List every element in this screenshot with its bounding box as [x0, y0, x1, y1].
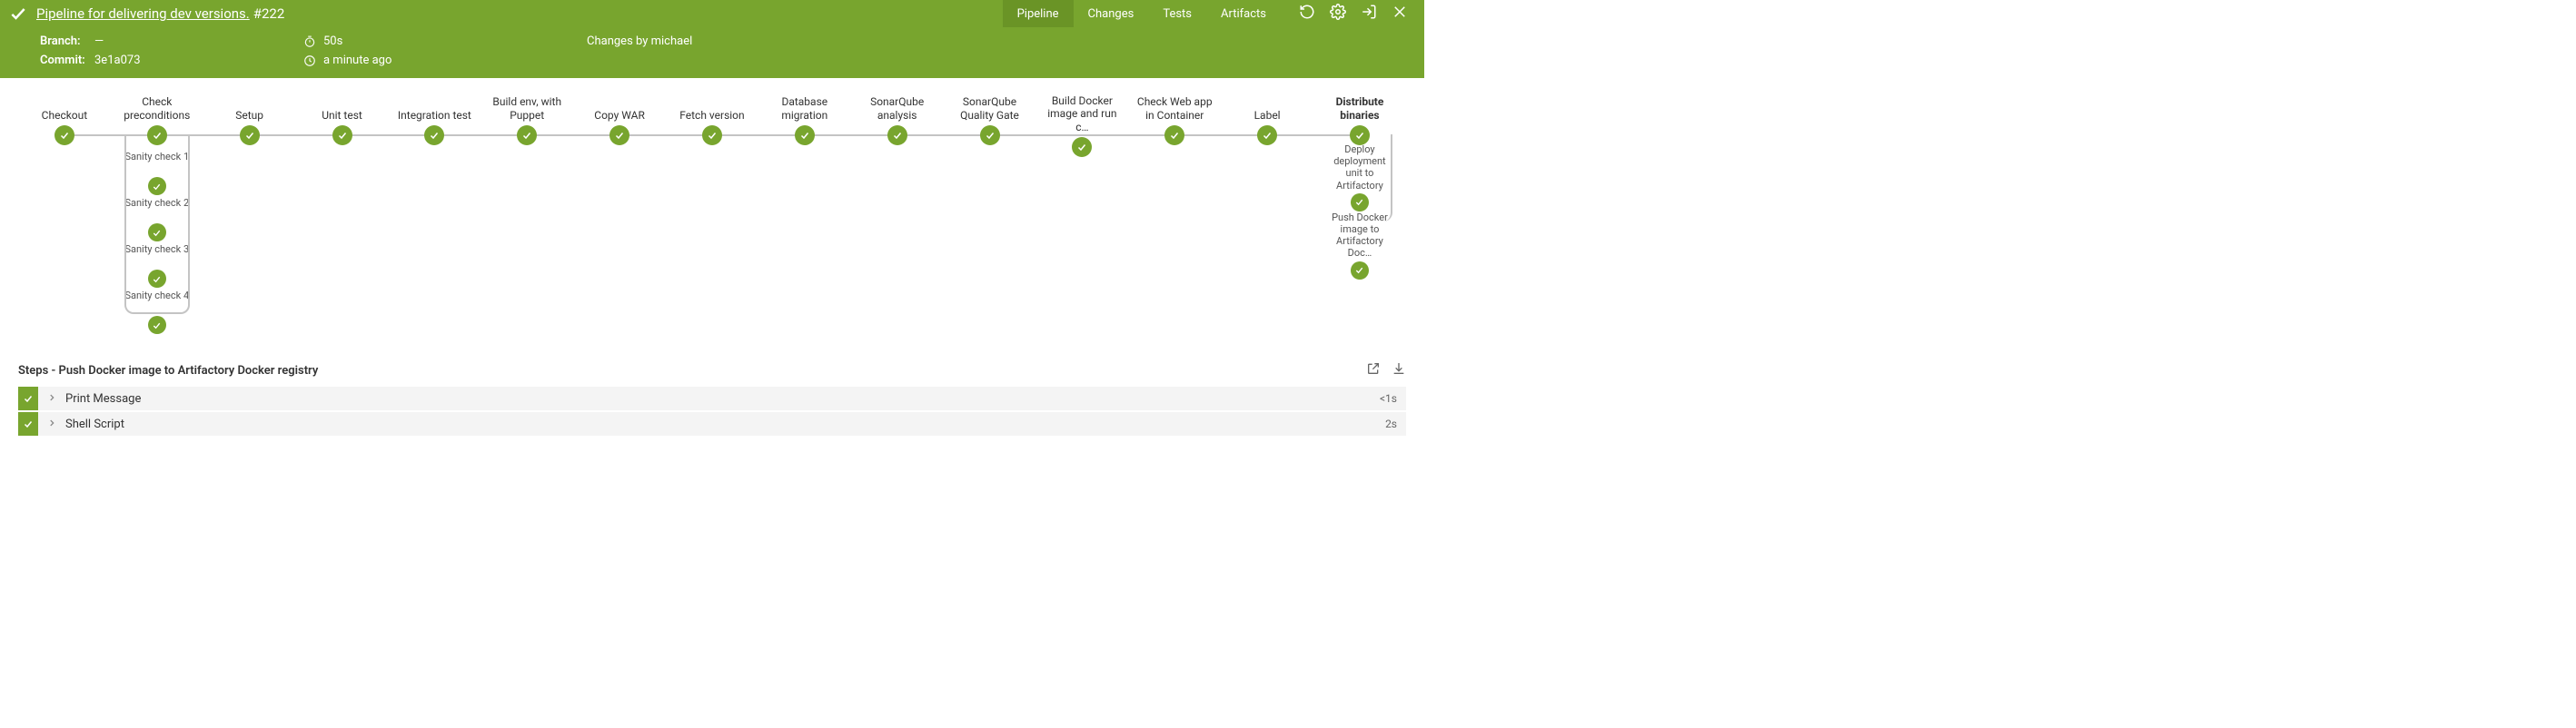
- step-status-icon: [18, 387, 38, 410]
- stage[interactable]: Distribute binaries Deploy deployment uni…: [1313, 94, 1406, 334]
- tab-pipeline[interactable]: Pipeline: [1003, 0, 1074, 27]
- rerun-icon[interactable]: [1299, 4, 1315, 24]
- stage-node[interactable]: [424, 125, 444, 145]
- stage-node[interactable]: [517, 125, 537, 145]
- stage-node[interactable]: [240, 125, 260, 145]
- clock-icon: [303, 54, 316, 67]
- stage-node[interactable]: [54, 125, 74, 145]
- stage-label: Fetch version: [678, 94, 746, 122]
- sub-stage-node[interactable]: [1351, 193, 1369, 212]
- steps-title: Steps - Push Docker image to Artifactory…: [18, 364, 318, 378]
- step-row[interactable]: Print Message <1s: [18, 387, 1406, 410]
- sub-stage-node[interactable]: [148, 223, 166, 241]
- stage-label: SonarQube analysis: [857, 94, 938, 122]
- header-top: Pipeline for delivering dev versions. #2…: [0, 0, 1424, 27]
- header: Pipeline for delivering dev versions. #2…: [0, 0, 1424, 78]
- commit-label: Commit:: [40, 54, 87, 67]
- stage[interactable]: Check preconditionsSanity check 1Sanity …: [111, 94, 203, 334]
- pipeline-title-link[interactable]: Pipeline for delivering dev versions.: [36, 5, 250, 22]
- changes-by: Changes by michael: [587, 34, 692, 48]
- tab-tests[interactable]: Tests: [1148, 0, 1206, 27]
- stage-label: Distribute binaries: [1319, 94, 1401, 122]
- stage[interactable]: Fetch version: [666, 94, 758, 334]
- step-time: <1s: [1380, 392, 1397, 405]
- step-name: Shell Script: [65, 418, 124, 431]
- stage-node[interactable]: [887, 125, 907, 145]
- stage[interactable]: Setup: [203, 94, 296, 334]
- tab-changes[interactable]: Changes: [1074, 0, 1149, 27]
- stage-node[interactable]: [1257, 125, 1277, 145]
- commit-value[interactable]: 3e1a073: [94, 54, 141, 67]
- build-number: #222: [253, 5, 285, 22]
- stage[interactable]: SonarQube analysis: [851, 94, 944, 334]
- sub-stage-node[interactable]: [148, 316, 166, 334]
- duration-value: 50s: [323, 34, 342, 48]
- open-external-icon[interactable]: [1366, 361, 1381, 379]
- stage[interactable]: Build env, with Puppet: [481, 94, 573, 334]
- step-time: 2s: [1385, 418, 1397, 430]
- stage-node[interactable]: [147, 125, 167, 145]
- sub-stage-node[interactable]: [148, 270, 166, 288]
- stage-label: Checkout: [40, 94, 90, 122]
- stage-label: Unit test: [320, 94, 364, 122]
- stage-label: Check Web app in Container: [1134, 94, 1215, 122]
- stage-node[interactable]: [1072, 137, 1092, 157]
- stage-label: Build Docker image and run c…: [1041, 94, 1123, 133]
- sub-stage-node[interactable]: [1351, 261, 1369, 280]
- stage-node[interactable]: [980, 125, 1000, 145]
- step-row[interactable]: Shell Script 2s: [18, 412, 1406, 436]
- stage-label: Integration test: [396, 94, 473, 122]
- stage[interactable]: Unit test: [296, 94, 389, 334]
- stage-label: Copy WAR: [592, 94, 647, 122]
- stage[interactable]: Copy WAR: [573, 94, 666, 334]
- stage[interactable]: Check Web app in Container: [1128, 94, 1221, 334]
- logout-icon[interactable]: [1361, 4, 1377, 24]
- pipeline-graph: Checkout Check preconditionsSanity check …: [0, 78, 1424, 361]
- stage[interactable]: Checkout: [18, 94, 111, 334]
- stopwatch-icon: [303, 35, 316, 48]
- stage-label: Build env, with Puppet: [486, 94, 568, 122]
- chevron-right-icon: [47, 418, 56, 431]
- stage-label: Label: [1253, 94, 1283, 122]
- stage-label: Database migration: [764, 94, 846, 122]
- stage[interactable]: Integration test: [388, 94, 481, 334]
- download-icon[interactable]: [1392, 361, 1406, 379]
- step-body[interactable]: Print Message <1s: [38, 387, 1406, 410]
- step-body[interactable]: Shell Script 2s: [38, 412, 1406, 436]
- step-status-icon: [18, 412, 38, 436]
- stage-node[interactable]: [702, 125, 722, 145]
- header-meta: Branch: — Commit: 3e1a073 50s a minute a…: [0, 27, 1424, 78]
- sub-stage-label: Push Docker image to Artifactory Doc…: [1327, 212, 1392, 260]
- steps-section: Steps - Push Docker image to Artifactory…: [0, 361, 1424, 456]
- stage-node[interactable]: [1350, 125, 1370, 145]
- header-tabs: Pipeline Changes Tests Artifacts: [1003, 0, 1281, 27]
- branch-value: —: [94, 34, 104, 48]
- stage[interactable]: SonarQube Quality Gate: [944, 94, 1036, 334]
- branch-label: Branch:: [40, 34, 87, 48]
- stage[interactable]: Label: [1221, 94, 1313, 334]
- header-actions: [1299, 4, 1415, 24]
- stage-label: Check preconditions: [116, 94, 198, 122]
- stage-node[interactable]: [1164, 125, 1184, 145]
- sub-stage-label: Deploy deployment unit to Artifactory: [1327, 143, 1392, 192]
- tab-artifacts[interactable]: Artifacts: [1206, 0, 1281, 27]
- step-name: Print Message: [65, 392, 141, 406]
- stage-label: Setup: [233, 94, 265, 122]
- stage-label: SonarQube Quality Gate: [949, 94, 1031, 122]
- gear-icon[interactable]: [1330, 4, 1346, 24]
- stage-node[interactable]: [609, 125, 629, 145]
- stage[interactable]: Database migration: [758, 94, 851, 334]
- timestamp-value: a minute ago: [323, 54, 391, 67]
- stage[interactable]: Build Docker image and run c…: [1035, 94, 1128, 334]
- chevron-right-icon: [47, 392, 56, 406]
- close-icon[interactable]: [1392, 4, 1408, 24]
- check-icon: [9, 5, 27, 23]
- stage-node[interactable]: [332, 125, 352, 145]
- sub-stage-node[interactable]: [148, 177, 166, 195]
- stage-node[interactable]: [795, 125, 815, 145]
